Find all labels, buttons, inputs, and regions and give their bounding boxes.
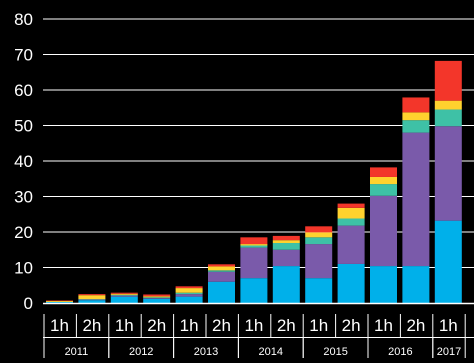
x-tick-label: 2h bbox=[82, 316, 101, 335]
bar-segment bbox=[78, 299, 106, 301]
bar-segment bbox=[305, 232, 333, 238]
bar-segment bbox=[272, 243, 300, 250]
y-tick-label: 10 bbox=[14, 259, 33, 278]
group-label: 2014 bbox=[259, 346, 283, 358]
x-tick-label: 2h bbox=[212, 316, 231, 335]
x-tick-label: 2h bbox=[406, 316, 425, 335]
bar-segment bbox=[240, 245, 268, 248]
y-tick-label: 50 bbox=[14, 117, 33, 136]
bar-segment bbox=[402, 266, 430, 303]
bar-segment bbox=[143, 296, 171, 298]
bar-segment bbox=[175, 286, 203, 289]
bar-segment bbox=[175, 288, 203, 293]
y-tick-label: 0 bbox=[24, 294, 33, 313]
x-tick-label: 1h bbox=[50, 316, 69, 335]
group-label: 2017 bbox=[437, 346, 461, 358]
bar-segment bbox=[402, 112, 430, 121]
group-label: 2016 bbox=[388, 346, 412, 358]
bar-segment bbox=[434, 220, 462, 303]
bar-segment bbox=[434, 100, 462, 110]
bar-segment bbox=[240, 237, 268, 245]
bar-segment bbox=[208, 266, 235, 271]
bar-segment bbox=[175, 296, 203, 303]
bar-segment bbox=[337, 207, 365, 219]
bar-segment bbox=[78, 300, 106, 303]
bar-segment bbox=[46, 300, 73, 302]
x-tick-label: 1h bbox=[374, 316, 393, 335]
bar-segment bbox=[337, 203, 365, 208]
x-tick-label: 1h bbox=[180, 316, 199, 335]
bar-segment bbox=[208, 264, 235, 267]
bar-segment bbox=[337, 218, 365, 226]
bar-segment bbox=[305, 244, 333, 279]
bar-segment bbox=[434, 126, 462, 221]
bar-segment bbox=[272, 240, 300, 244]
bar-segment bbox=[143, 297, 171, 299]
bar-segment bbox=[143, 294, 171, 297]
x-tick-label: 1h bbox=[115, 316, 134, 335]
bar-segment bbox=[208, 271, 235, 282]
y-tick-label: 60 bbox=[14, 81, 33, 100]
bar-segment bbox=[110, 296, 138, 303]
bar-segment bbox=[78, 294, 106, 296]
bar-segment bbox=[78, 299, 106, 300]
x-tick-label: 2h bbox=[277, 316, 296, 335]
group-label: 2013 bbox=[194, 346, 218, 358]
x-tick-label: 2h bbox=[147, 316, 166, 335]
bar-segment bbox=[175, 292, 203, 295]
bar-segment bbox=[402, 132, 430, 267]
y-tick-label: 40 bbox=[14, 152, 33, 171]
x-tick-label: 1h bbox=[309, 316, 328, 335]
bar-segment bbox=[78, 295, 106, 300]
x-tick-label: 2h bbox=[342, 316, 361, 335]
bar-segment bbox=[110, 295, 138, 297]
bar-segment bbox=[305, 278, 333, 303]
bar-segment bbox=[370, 176, 397, 185]
bar-segment bbox=[305, 226, 333, 233]
bar-segment bbox=[402, 120, 430, 133]
bar-segment bbox=[143, 298, 171, 303]
bar-segment bbox=[370, 184, 397, 196]
bar-segment bbox=[46, 301, 73, 303]
bar-segment bbox=[240, 278, 268, 303]
bar-segment bbox=[240, 244, 268, 246]
x-tick-label: 1h bbox=[244, 316, 263, 335]
bar-segment bbox=[46, 300, 73, 302]
bar-segment bbox=[110, 294, 138, 296]
bar-segment bbox=[272, 249, 300, 267]
bar-segment bbox=[370, 195, 397, 267]
bar-segment bbox=[434, 109, 462, 127]
y-tick-label: 20 bbox=[14, 223, 33, 242]
bar-segment bbox=[175, 294, 203, 297]
bar-segment bbox=[305, 237, 333, 245]
bar-segment bbox=[272, 235, 300, 241]
bar-segment bbox=[337, 263, 365, 303]
y-tick-label: 70 bbox=[14, 46, 33, 65]
bar-segment bbox=[272, 266, 300, 303]
group-label: 2011 bbox=[65, 346, 89, 358]
y-tick-label: 80 bbox=[14, 10, 33, 29]
bar-segment bbox=[370, 167, 397, 177]
x-tick-label: 1h bbox=[439, 316, 458, 335]
bar-segment bbox=[143, 298, 171, 299]
bar-segment bbox=[110, 293, 138, 295]
group-label: 2012 bbox=[129, 346, 153, 358]
bar-segment bbox=[240, 247, 268, 279]
group-label: 2015 bbox=[323, 346, 347, 358]
bar-segment bbox=[402, 97, 430, 113]
bar-segment bbox=[370, 266, 397, 303]
bar-segment bbox=[110, 292, 138, 294]
bar-segment bbox=[337, 225, 365, 264]
bar-segment bbox=[434, 60, 462, 101]
bar-segment bbox=[208, 270, 235, 272]
bar-segment bbox=[208, 281, 235, 303]
y-tick-label: 30 bbox=[14, 188, 33, 207]
